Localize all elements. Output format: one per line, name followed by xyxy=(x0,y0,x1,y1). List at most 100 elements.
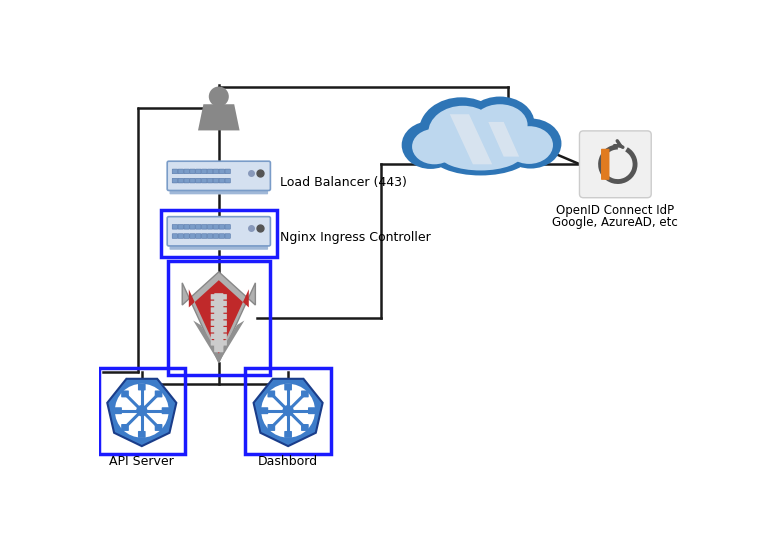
Text: Dashbord: Dashbord xyxy=(258,455,318,468)
FancyBboxPatch shape xyxy=(213,169,218,174)
Ellipse shape xyxy=(431,133,530,175)
FancyBboxPatch shape xyxy=(201,169,207,174)
Polygon shape xyxy=(254,379,323,446)
FancyBboxPatch shape xyxy=(211,294,215,300)
Ellipse shape xyxy=(500,118,562,169)
FancyBboxPatch shape xyxy=(196,178,201,183)
Ellipse shape xyxy=(402,121,459,169)
Polygon shape xyxy=(108,379,176,446)
FancyBboxPatch shape xyxy=(261,407,268,414)
FancyBboxPatch shape xyxy=(211,301,215,306)
FancyBboxPatch shape xyxy=(178,169,183,174)
FancyBboxPatch shape xyxy=(213,178,218,183)
FancyBboxPatch shape xyxy=(184,234,190,239)
Polygon shape xyxy=(183,272,255,363)
FancyBboxPatch shape xyxy=(167,217,271,246)
FancyBboxPatch shape xyxy=(222,307,227,312)
Circle shape xyxy=(136,405,147,416)
FancyBboxPatch shape xyxy=(222,334,227,339)
FancyBboxPatch shape xyxy=(308,407,316,414)
FancyBboxPatch shape xyxy=(178,178,183,183)
FancyBboxPatch shape xyxy=(178,225,183,229)
FancyBboxPatch shape xyxy=(301,391,309,398)
FancyBboxPatch shape xyxy=(184,225,190,229)
FancyBboxPatch shape xyxy=(268,424,275,431)
FancyBboxPatch shape xyxy=(172,225,178,229)
FancyBboxPatch shape xyxy=(196,234,201,239)
Polygon shape xyxy=(198,104,239,131)
FancyBboxPatch shape xyxy=(161,407,169,414)
Ellipse shape xyxy=(472,104,527,146)
FancyBboxPatch shape xyxy=(190,169,195,174)
Text: Google, AzureAD, etc: Google, AzureAD, etc xyxy=(552,216,679,229)
FancyBboxPatch shape xyxy=(580,131,651,198)
FancyBboxPatch shape xyxy=(190,225,195,229)
FancyBboxPatch shape xyxy=(207,225,213,229)
FancyBboxPatch shape xyxy=(114,407,122,414)
FancyBboxPatch shape xyxy=(169,187,268,194)
FancyBboxPatch shape xyxy=(172,169,178,174)
FancyBboxPatch shape xyxy=(222,301,227,306)
FancyBboxPatch shape xyxy=(222,314,227,319)
FancyBboxPatch shape xyxy=(196,225,201,229)
FancyBboxPatch shape xyxy=(284,384,292,391)
FancyBboxPatch shape xyxy=(201,178,207,183)
Ellipse shape xyxy=(412,129,457,164)
FancyBboxPatch shape xyxy=(169,243,268,250)
Polygon shape xyxy=(450,114,492,164)
FancyBboxPatch shape xyxy=(219,178,225,183)
FancyBboxPatch shape xyxy=(222,340,227,346)
Text: Nginx Ingress Controller: Nginx Ingress Controller xyxy=(280,231,431,244)
FancyBboxPatch shape xyxy=(172,234,178,239)
FancyBboxPatch shape xyxy=(172,178,178,183)
Circle shape xyxy=(115,384,168,438)
FancyBboxPatch shape xyxy=(167,161,271,190)
Ellipse shape xyxy=(439,138,522,171)
Text: API Server: API Server xyxy=(109,455,174,468)
FancyBboxPatch shape xyxy=(211,314,215,319)
FancyBboxPatch shape xyxy=(211,320,215,326)
FancyBboxPatch shape xyxy=(222,294,227,300)
FancyBboxPatch shape xyxy=(138,384,146,391)
FancyBboxPatch shape xyxy=(201,225,207,229)
FancyBboxPatch shape xyxy=(201,234,207,239)
FancyBboxPatch shape xyxy=(601,149,609,180)
FancyBboxPatch shape xyxy=(121,391,129,398)
FancyBboxPatch shape xyxy=(211,340,215,346)
Polygon shape xyxy=(189,280,249,355)
FancyBboxPatch shape xyxy=(184,178,190,183)
FancyBboxPatch shape xyxy=(190,234,195,239)
Ellipse shape xyxy=(428,106,498,159)
FancyBboxPatch shape xyxy=(225,169,230,174)
FancyBboxPatch shape xyxy=(225,234,230,239)
FancyBboxPatch shape xyxy=(222,327,227,332)
FancyBboxPatch shape xyxy=(190,178,195,183)
Text: OpenID Connect IdP: OpenID Connect IdP xyxy=(556,204,675,217)
FancyBboxPatch shape xyxy=(219,234,225,239)
Polygon shape xyxy=(488,122,519,157)
FancyBboxPatch shape xyxy=(215,293,223,352)
FancyBboxPatch shape xyxy=(284,431,292,438)
FancyBboxPatch shape xyxy=(154,391,162,398)
FancyBboxPatch shape xyxy=(138,431,146,438)
FancyBboxPatch shape xyxy=(213,234,218,239)
FancyBboxPatch shape xyxy=(213,225,218,229)
Circle shape xyxy=(282,405,294,416)
FancyBboxPatch shape xyxy=(178,234,183,239)
FancyBboxPatch shape xyxy=(207,234,213,239)
FancyBboxPatch shape xyxy=(222,320,227,326)
FancyBboxPatch shape xyxy=(219,169,225,174)
FancyBboxPatch shape xyxy=(154,424,162,431)
FancyBboxPatch shape xyxy=(219,225,225,229)
Circle shape xyxy=(261,384,315,438)
FancyBboxPatch shape xyxy=(268,391,275,398)
FancyBboxPatch shape xyxy=(225,225,230,229)
Text: Load Balancer (443): Load Balancer (443) xyxy=(280,175,407,188)
Polygon shape xyxy=(193,320,244,363)
FancyBboxPatch shape xyxy=(207,178,213,183)
Ellipse shape xyxy=(465,96,534,150)
Ellipse shape xyxy=(419,97,504,165)
FancyBboxPatch shape xyxy=(184,169,190,174)
FancyBboxPatch shape xyxy=(211,334,215,339)
FancyBboxPatch shape xyxy=(211,327,215,332)
